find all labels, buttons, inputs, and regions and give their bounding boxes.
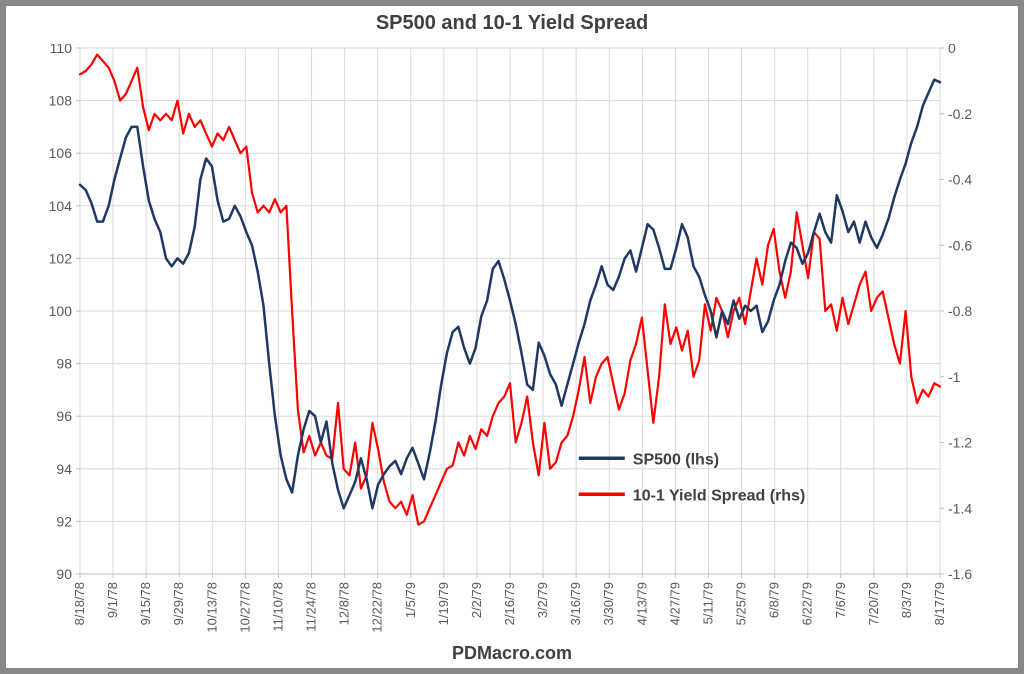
x-label: 5/11/79 [700, 582, 715, 624]
x-label: 7/6/79 [833, 582, 848, 618]
x-label: 10/27/78 [237, 582, 252, 633]
x-label: 9/15/78 [138, 582, 153, 625]
chart-footer: PDMacro.com [6, 643, 1018, 664]
x-label: 11/24/78 [304, 582, 319, 632]
x-label: 2/2/79 [469, 582, 484, 618]
chart-title: SP500 and 10-1 Yield Spread [6, 12, 1018, 35]
x-label: 6/8/79 [767, 582, 782, 618]
x-label: 12/8/78 [337, 582, 352, 625]
y-label-right: -0.4 [948, 172, 972, 188]
y-label-right: -1 [948, 369, 961, 385]
chart-frame: SP500 and 10-1 Yield Spread 90 92 94 96 98 10… [0, 0, 1024, 674]
y-label-left: 92 [56, 513, 72, 529]
x-label: 8/17/79 [932, 582, 947, 625]
y-label-left: 106 [49, 145, 73, 161]
y-label-left: 110 [50, 44, 73, 56]
x-label: 2/16/79 [502, 582, 517, 625]
x-label: 11/10/78 [270, 582, 285, 632]
x-label: 10/13/78 [204, 582, 219, 633]
x-label: 8/18/78 [72, 582, 87, 625]
y-label-left: 94 [56, 461, 72, 477]
y-label-right: -0.6 [948, 237, 972, 253]
legend-label-spread: 10-1 Yield Spread (rhs) [633, 487, 806, 504]
y-label-left: 98 [56, 356, 72, 372]
x-label: 8/3/79 [899, 582, 914, 618]
y-label-right: -1.4 [948, 500, 972, 516]
x-label: 6/22/79 [800, 582, 815, 625]
legend-label-sp500: SP500 (lhs) [633, 451, 719, 468]
chart-svg: 90 92 94 96 98 100 102 104 106 108 110 0 -0.2 -0.4 -0.… [46, 44, 978, 648]
y-label-left: 96 [56, 408, 72, 424]
x-label: 1/5/79 [403, 582, 418, 618]
x-label: 9/1/78 [105, 582, 120, 618]
y-label-right: 0 [948, 44, 956, 56]
y-label-right: -0.2 [948, 106, 972, 122]
x-label: 3/2/79 [535, 582, 550, 618]
x-label: 3/30/79 [601, 582, 616, 625]
x-label: 7/20/79 [866, 582, 881, 625]
y-label-left: 90 [56, 566, 72, 582]
y-label-left: 104 [49, 198, 73, 214]
x-label: 5/25/79 [734, 582, 749, 625]
y-label-left: 100 [49, 303, 73, 319]
y-label-right: -1.6 [948, 566, 972, 582]
y-label-right: -0.8 [948, 303, 972, 319]
x-label: 3/16/79 [568, 582, 583, 625]
x-label: 12/22/78 [370, 582, 385, 633]
x-label: 1/19/79 [436, 582, 451, 625]
x-label: 4/13/79 [634, 582, 649, 625]
x-label: 4/27/79 [667, 582, 682, 625]
plot-area: 90929496981001021041061081100-0.2-0.4-0.… [46, 44, 978, 578]
y-label-left: 108 [49, 93, 73, 109]
y-label-right: -1.2 [948, 435, 972, 451]
y-label-left: 102 [49, 250, 73, 266]
x-label: 9/29/78 [171, 582, 186, 625]
